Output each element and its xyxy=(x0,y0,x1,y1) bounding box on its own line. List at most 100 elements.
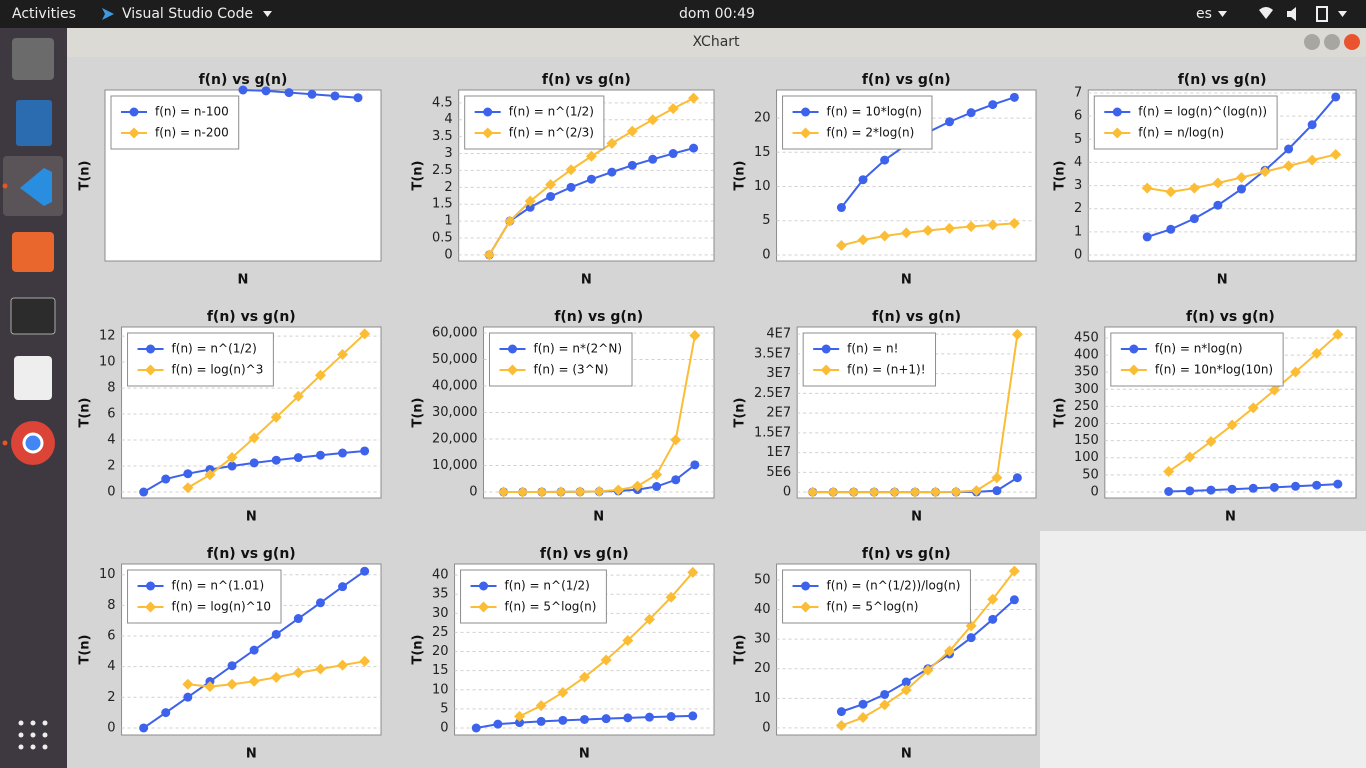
data-point xyxy=(858,175,868,185)
y-tick-label: 0 xyxy=(1074,247,1082,262)
data-point xyxy=(1227,484,1237,494)
legend-label: f(n) = log(n)^3 xyxy=(172,363,264,377)
y-axis-label: T(n) xyxy=(78,160,93,190)
y-axis-label: T(n) xyxy=(1053,160,1068,190)
data-point xyxy=(1011,328,1023,340)
legend-marker xyxy=(801,107,811,117)
data-point xyxy=(1206,485,1216,495)
x-axis-label: N xyxy=(593,510,604,525)
legend-marker xyxy=(128,127,140,139)
legend-label: f(n) = (n+1)! xyxy=(847,363,925,377)
data-point xyxy=(688,92,700,104)
y-tick-label: 3E7 xyxy=(766,366,791,381)
data-point xyxy=(360,446,370,456)
y-tick-label: 3.5E7 xyxy=(754,346,791,361)
software-icon[interactable] xyxy=(12,232,54,272)
y-tick-label: 4E7 xyxy=(766,327,791,342)
legend-marker xyxy=(508,344,517,354)
app-menu[interactable]: Visual Studio Code xyxy=(122,6,253,22)
y-axis-label: T(n) xyxy=(411,397,426,427)
legend: f(n) = n-100 f(n) = n-200 xyxy=(110,95,240,150)
legend-marker xyxy=(482,127,494,139)
pdf-icon[interactable] xyxy=(14,356,52,400)
data-point xyxy=(1236,184,1246,194)
charts: f(n) vs g(n) N T(n) f(n) = n-100 f(n) = n-20… xyxy=(78,72,1357,762)
data-point xyxy=(827,486,839,498)
data-point xyxy=(579,714,589,724)
data-point xyxy=(1141,182,1153,194)
close-button[interactable] xyxy=(1344,34,1360,50)
vscode-icon[interactable] xyxy=(20,168,52,206)
language[interactable]: es xyxy=(1196,6,1212,22)
chart-panel: 0 5E6 1E7 1.5E7 2E7 2.5E7 3E7 3.5E7 4E7 f(n) vs g… xyxy=(733,309,1037,525)
data-point xyxy=(689,143,699,153)
y-tick-label: 20 xyxy=(432,644,449,659)
chart-panel: 0 5 10 15 20 25 30 35 40 f(n) vs g(n) N T(n) f(n) = … xyxy=(411,546,715,762)
data-point xyxy=(631,480,643,492)
data-point xyxy=(504,215,516,227)
clock[interactable]: dom 00:49 xyxy=(679,6,755,22)
minimize-button[interactable] xyxy=(1304,34,1320,50)
x-axis-label: N xyxy=(901,747,912,762)
y-tick-label: 0 xyxy=(762,720,770,735)
top-bar xyxy=(0,0,1366,28)
data-point xyxy=(546,191,556,201)
data-point xyxy=(293,614,303,624)
data-point xyxy=(353,93,363,103)
series-layer xyxy=(835,565,1020,732)
legend-marker xyxy=(146,581,156,591)
data-point xyxy=(1008,217,1020,229)
legend: f(n) = n^(1/2) f(n) = log(n)^3 xyxy=(127,332,274,387)
data-point xyxy=(1142,232,1152,242)
legend-box xyxy=(782,569,971,624)
data-point xyxy=(1283,160,1295,172)
data-point xyxy=(648,154,658,164)
data-point xyxy=(566,182,576,192)
chart-panel: 0 10,000 20,000 30,000 40,000 50,000 60,000 f(n… xyxy=(411,309,715,525)
series-layer xyxy=(471,566,699,733)
y-tick-label: 15 xyxy=(432,663,449,678)
x-axis-label: N xyxy=(238,273,249,288)
y-tick-label: 30 xyxy=(754,632,771,647)
data-point xyxy=(1247,402,1259,414)
data-point xyxy=(249,458,259,468)
data-point xyxy=(284,88,294,98)
data-point xyxy=(950,486,962,498)
activities[interactable]: Activities xyxy=(12,6,76,22)
data-point xyxy=(525,202,535,212)
legend-marker xyxy=(478,601,490,613)
data-point xyxy=(249,645,259,655)
y-tick-label: 0 xyxy=(762,247,770,262)
data-point xyxy=(293,453,303,463)
y-tick-label: 2.5E7 xyxy=(754,386,791,401)
legend-marker xyxy=(1128,364,1140,376)
y-tick-label: 2E7 xyxy=(766,406,791,421)
x-axis-label: N xyxy=(1225,510,1236,525)
data-point xyxy=(857,234,869,246)
data-point xyxy=(1332,328,1344,340)
data-point xyxy=(183,469,193,479)
y-tick-label: 6 xyxy=(107,629,115,644)
legend-marker xyxy=(129,107,139,117)
terminal-icon[interactable] xyxy=(10,297,56,335)
data-point xyxy=(1290,366,1302,378)
files-icon[interactable] xyxy=(12,38,54,80)
y-tick-label: 5 xyxy=(762,213,770,228)
y-axis-label: T(n) xyxy=(733,634,748,664)
y-tick-label: 30 xyxy=(432,606,449,621)
data-point xyxy=(557,686,569,698)
data-point xyxy=(879,230,891,242)
volume-icon xyxy=(1287,7,1296,21)
legend-label: f(n) = log(n)^(log(n)) xyxy=(1138,105,1267,119)
writer-icon[interactable] xyxy=(16,100,52,146)
data-point xyxy=(944,645,956,657)
y-tick-label: 0 xyxy=(783,485,791,500)
legend-box xyxy=(127,332,274,387)
data-point xyxy=(835,239,847,251)
maximize-button[interactable] xyxy=(1324,34,1340,50)
chart-title: f(n) vs g(n) xyxy=(554,309,643,325)
apps-grid-icon[interactable] xyxy=(18,720,48,750)
data-point xyxy=(944,222,956,234)
series-layer xyxy=(483,92,700,261)
y-tick-label: 1 xyxy=(444,214,452,229)
